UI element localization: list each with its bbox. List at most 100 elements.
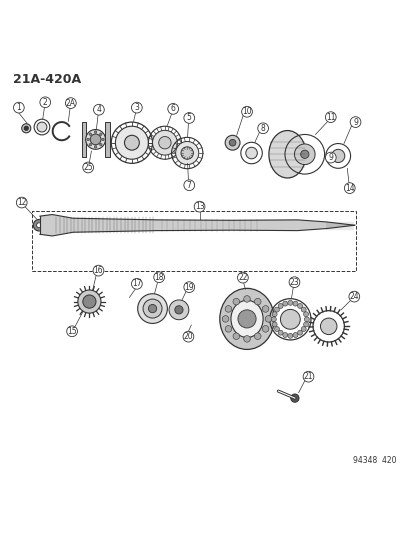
Circle shape [93,265,104,276]
Text: 20: 20 [183,332,193,341]
Text: 8: 8 [260,124,265,133]
Circle shape [194,201,204,212]
Circle shape [282,333,287,337]
Circle shape [65,98,76,109]
Text: 13: 13 [194,202,204,211]
Circle shape [292,301,297,306]
Circle shape [265,316,271,322]
Circle shape [278,303,282,309]
Circle shape [271,312,276,317]
Circle shape [167,103,178,114]
Ellipse shape [219,288,273,350]
Text: 24: 24 [349,292,358,301]
Circle shape [89,143,91,146]
Circle shape [331,149,344,163]
Text: 1: 1 [17,103,21,112]
Circle shape [78,290,101,313]
Circle shape [33,220,45,231]
Text: 5: 5 [186,114,191,123]
Circle shape [90,134,101,145]
Text: 2: 2 [43,98,47,107]
Circle shape [131,102,142,113]
Circle shape [158,136,171,149]
Circle shape [152,131,177,155]
Text: 22: 22 [237,273,247,282]
Text: 10: 10 [242,107,251,116]
Text: 9: 9 [352,118,357,126]
Circle shape [24,126,28,131]
Circle shape [180,147,193,159]
Circle shape [36,223,41,228]
Circle shape [254,298,261,305]
Circle shape [14,102,24,113]
Text: 4: 4 [96,105,101,114]
Circle shape [274,307,279,312]
Circle shape [301,327,306,332]
Circle shape [143,299,161,318]
Text: 11: 11 [325,112,335,122]
Circle shape [131,278,142,289]
Text: 19: 19 [184,282,194,292]
Circle shape [282,301,287,306]
Text: 2A: 2A [66,99,76,108]
Circle shape [287,300,292,305]
Text: 7: 7 [186,181,191,190]
Text: 21A-420A: 21A-420A [13,72,81,86]
Circle shape [243,296,250,302]
Circle shape [66,326,77,337]
Text: 9: 9 [328,153,332,162]
Circle shape [85,130,105,149]
Circle shape [183,180,194,191]
Circle shape [124,135,139,150]
Text: 16: 16 [93,266,103,275]
Circle shape [243,336,250,342]
Circle shape [225,305,231,312]
Circle shape [278,330,282,335]
Circle shape [303,322,308,327]
Circle shape [89,133,91,135]
Circle shape [22,124,31,133]
Circle shape [100,133,102,135]
Circle shape [237,272,248,283]
Circle shape [288,277,299,287]
Circle shape [183,112,194,123]
Circle shape [287,333,292,338]
Circle shape [93,104,104,115]
Circle shape [94,146,97,148]
Circle shape [225,326,231,332]
Text: 14: 14 [344,183,354,192]
Text: 17: 17 [132,279,141,288]
Circle shape [183,282,194,293]
Circle shape [241,107,252,117]
Circle shape [294,144,314,165]
Circle shape [300,150,308,158]
Text: 25: 25 [83,163,93,172]
Circle shape [102,138,104,141]
Bar [31,211,355,271]
Polygon shape [40,214,354,236]
Circle shape [100,143,102,146]
Circle shape [290,394,298,402]
Text: 15: 15 [67,327,77,336]
Circle shape [349,117,360,127]
Circle shape [233,333,239,340]
Circle shape [320,318,336,335]
Circle shape [297,330,302,335]
Ellipse shape [268,131,305,178]
Text: 23: 23 [289,278,299,287]
Circle shape [325,152,335,163]
Text: 94348  420: 94348 420 [352,456,396,465]
Circle shape [40,97,50,108]
Circle shape [271,317,275,322]
Circle shape [175,141,198,165]
Circle shape [271,322,276,327]
Circle shape [169,300,188,320]
Ellipse shape [230,300,263,337]
Text: 6: 6 [170,104,175,114]
Text: 3: 3 [134,103,139,112]
Bar [105,122,109,157]
Circle shape [225,135,240,150]
Text: 12: 12 [17,198,26,207]
Text: 18: 18 [154,273,164,282]
Circle shape [304,317,309,322]
